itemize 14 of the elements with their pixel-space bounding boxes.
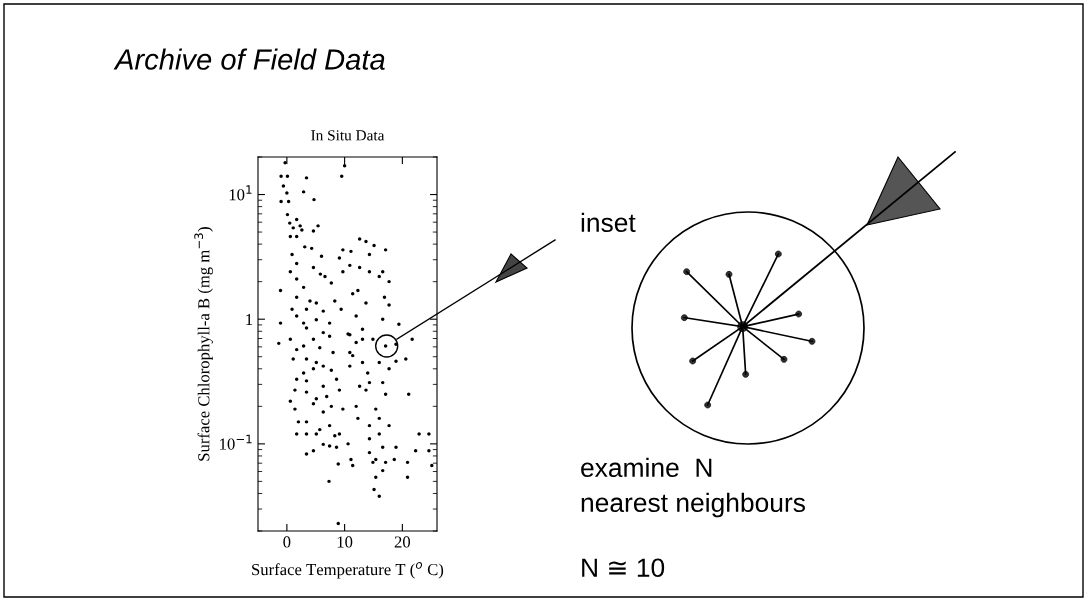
chart-subtitle: In Situ Data xyxy=(311,130,385,141)
text: nearest neighbours xyxy=(581,492,805,518)
y-tick-label: 10$^{−1}$ xyxy=(220,434,252,450)
x-axis-title: Surface Temperature T ($^{o}$ C) xyxy=(252,562,444,579)
x-tick-label: 20 xyxy=(394,536,411,548)
y-tick-label: 1 xyxy=(246,313,253,325)
text: examine N xyxy=(581,457,712,478)
text: N ≅ 10 xyxy=(582,558,665,578)
y-tick-label: 10$^{1}$ xyxy=(229,185,252,201)
chart-title: Archive of Field Data xyxy=(113,48,385,70)
x-tick-label: 10 xyxy=(337,536,353,548)
y-axis-title: Surface Chlorophyll-a B (mg m$^{−3}$) xyxy=(194,227,213,461)
x-tick-label: 0 xyxy=(283,536,291,548)
text: inset xyxy=(581,212,636,233)
